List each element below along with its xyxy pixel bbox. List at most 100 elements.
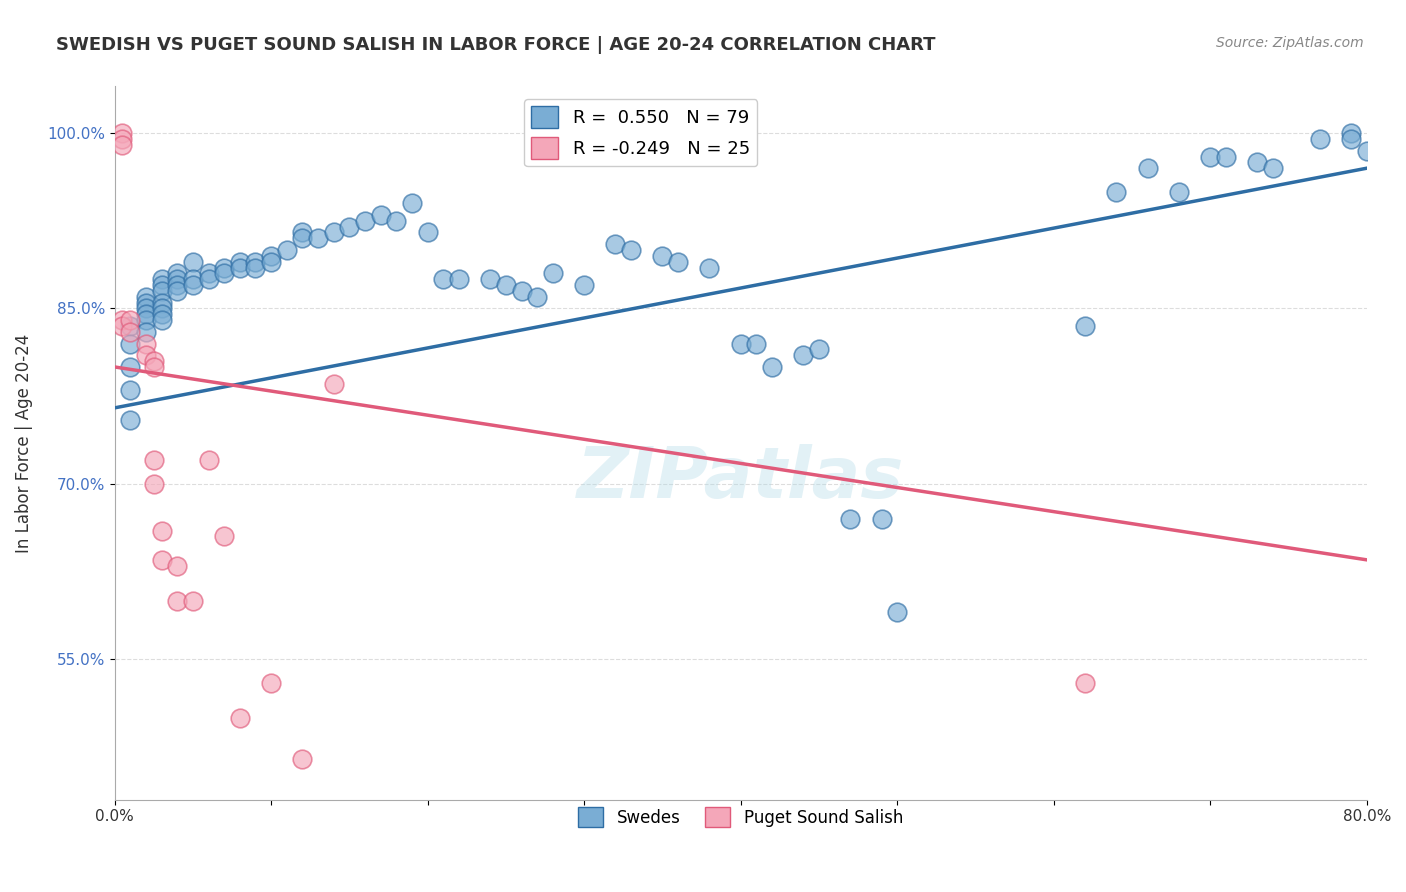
Point	[135, 325, 157, 339]
Point	[135, 348, 157, 362]
Point	[651, 249, 673, 263]
Point	[166, 558, 188, 573]
Point	[432, 272, 454, 286]
Point	[839, 512, 862, 526]
Point	[401, 196, 423, 211]
Point	[181, 254, 204, 268]
Point	[142, 354, 165, 368]
Point	[229, 260, 252, 275]
Point	[111, 132, 134, 146]
Point	[416, 226, 439, 240]
Point	[197, 453, 219, 467]
Point	[197, 272, 219, 286]
Point	[212, 260, 235, 275]
Point	[1261, 161, 1284, 176]
Point	[229, 254, 252, 268]
Point	[181, 272, 204, 286]
Point	[1309, 132, 1331, 146]
Text: SWEDISH VS PUGET SOUND SALISH IN LABOR FORCE | AGE 20-24 CORRELATION CHART: SWEDISH VS PUGET SOUND SALISH IN LABOR F…	[56, 36, 936, 54]
Point	[1340, 132, 1362, 146]
Point	[260, 675, 283, 690]
Point	[322, 377, 344, 392]
Point	[260, 254, 283, 268]
Point	[730, 336, 752, 351]
Point	[120, 412, 142, 426]
Point	[291, 231, 314, 245]
Point	[339, 219, 361, 234]
Point	[870, 512, 893, 526]
Point	[1136, 161, 1159, 176]
Point	[111, 137, 134, 152]
Point	[1074, 675, 1097, 690]
Point	[135, 336, 157, 351]
Point	[120, 336, 142, 351]
Point	[792, 348, 814, 362]
Point	[354, 214, 377, 228]
Point	[120, 319, 142, 334]
Point	[291, 226, 314, 240]
Point	[166, 267, 188, 281]
Point	[150, 524, 173, 538]
Point	[1215, 149, 1237, 163]
Point	[166, 272, 188, 286]
Point	[1168, 185, 1191, 199]
Point	[541, 267, 564, 281]
Point	[1074, 319, 1097, 334]
Point	[135, 307, 157, 321]
Point	[135, 313, 157, 327]
Point	[479, 272, 502, 286]
Point	[245, 260, 267, 275]
Point	[526, 290, 548, 304]
Point	[166, 278, 188, 293]
Point	[1340, 126, 1362, 140]
Point	[166, 284, 188, 298]
Point	[120, 325, 142, 339]
Point	[510, 284, 533, 298]
Point	[150, 295, 173, 310]
Point	[761, 359, 783, 374]
Point	[1246, 155, 1268, 169]
Point	[135, 290, 157, 304]
Text: Source: ZipAtlas.com: Source: ZipAtlas.com	[1216, 36, 1364, 50]
Point	[605, 237, 627, 252]
Point	[111, 126, 134, 140]
Point	[166, 594, 188, 608]
Point	[120, 384, 142, 398]
Point	[142, 453, 165, 467]
Point	[150, 307, 173, 321]
Point	[620, 243, 643, 257]
Point	[807, 343, 830, 357]
Point	[322, 226, 344, 240]
Point	[699, 260, 721, 275]
Legend: Swedes, Puget Sound Salish: Swedes, Puget Sound Salish	[572, 800, 910, 834]
Point	[385, 214, 408, 228]
Point	[495, 278, 517, 293]
Point	[150, 284, 173, 298]
Point	[212, 529, 235, 543]
Point	[150, 313, 173, 327]
Point	[120, 359, 142, 374]
Point	[150, 301, 173, 316]
Point	[181, 278, 204, 293]
Point	[307, 231, 329, 245]
Point	[135, 295, 157, 310]
Point	[120, 313, 142, 327]
Point	[260, 249, 283, 263]
Point	[447, 272, 470, 286]
Point	[291, 751, 314, 765]
Point	[572, 278, 595, 293]
Point	[370, 208, 392, 222]
Point	[745, 336, 768, 351]
Point	[150, 272, 173, 286]
Point	[276, 243, 298, 257]
Point	[245, 254, 267, 268]
Point	[111, 313, 134, 327]
Point	[142, 476, 165, 491]
Text: ZIPatlas: ZIPatlas	[576, 444, 904, 513]
Y-axis label: In Labor Force | Age 20-24: In Labor Force | Age 20-24	[15, 334, 32, 552]
Point	[666, 254, 689, 268]
Point	[135, 301, 157, 316]
Point	[181, 594, 204, 608]
Point	[229, 711, 252, 725]
Point	[886, 606, 908, 620]
